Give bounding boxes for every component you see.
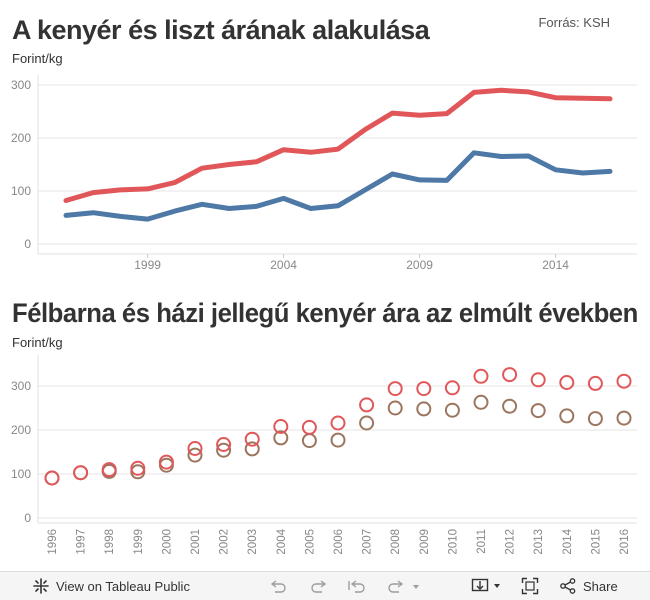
data-point-red — [616, 373, 632, 389]
unit-label-2: Forint/kg — [12, 335, 63, 350]
data-point-brown — [473, 394, 489, 410]
x-tick-label: 2014 — [542, 258, 569, 270]
line-chart: 0 100 200 300 1999 2004 2009 2014 — [11, 75, 637, 270]
data-point-red — [330, 415, 346, 431]
data-point-brown — [359, 415, 375, 431]
data-point-red — [216, 437, 232, 452]
share-button[interactable]: Share — [560, 572, 618, 600]
data-point-brown — [244, 441, 260, 457]
x-tick-label: 2002 — [219, 529, 231, 555]
x-tick-label: 2012 — [505, 529, 517, 555]
source-label: Forrás: KSH — [538, 15, 610, 30]
data-point-brown — [301, 433, 317, 449]
data-point-red — [301, 419, 317, 435]
y-tick-label: 200 — [11, 131, 31, 145]
x-tick-label: 2013 — [533, 529, 545, 555]
data-point-red — [559, 375, 575, 390]
tableau-logo-icon — [33, 578, 49, 594]
y-tick-label: 300 — [11, 78, 31, 92]
revert-button[interactable] — [347, 572, 367, 600]
x-tick-label: 2010 — [447, 529, 459, 555]
data-point-brown — [502, 398, 518, 414]
data-point-red — [473, 368, 489, 384]
data-point-red — [359, 397, 375, 413]
share-label: Share — [583, 578, 618, 594]
x-tick-label: 1999 — [134, 258, 161, 270]
download-button[interactable] — [471, 572, 505, 600]
y-tick-label: 200 — [11, 423, 31, 437]
chart-title-2: Félbarna és házi jellegű kenyér ára az e… — [12, 298, 638, 328]
data-point-red — [387, 381, 403, 397]
x-tick-label: 1999 — [133, 529, 145, 555]
x-tick-label: 2007 — [362, 529, 374, 555]
data-point-brown — [330, 432, 346, 448]
x-tick-label: 2001 — [190, 529, 202, 555]
y-tick-label: 100 — [11, 467, 31, 481]
data-point-brown — [444, 402, 460, 418]
data-point-brown — [530, 403, 546, 419]
view-on-tableau-button[interactable]: View on Tableau Public — [33, 572, 190, 600]
data-point-red — [444, 380, 460, 396]
redo-button[interactable] — [309, 572, 327, 600]
data-point-red — [73, 465, 89, 481]
revert-icon — [348, 580, 365, 593]
data-point-red — [130, 460, 146, 476]
data-point-red — [273, 419, 289, 434]
x-tick-label: 1997 — [76, 529, 88, 555]
data-point-red — [502, 367, 518, 383]
y-tick-label: 0 — [24, 237, 31, 251]
fullscreen-button[interactable] — [521, 572, 539, 600]
y-tick-label: 100 — [11, 184, 31, 198]
undo-button[interactable] — [270, 572, 288, 600]
series-line-blue — [63, 150, 613, 222]
data-point-brown — [616, 410, 632, 426]
view-on-tableau-label: View on Tableau Public — [56, 578, 190, 594]
data-point-brown — [216, 442, 232, 458]
share-icon — [560, 578, 576, 594]
x-tick-label: 2015 — [590, 529, 602, 555]
x-tick-label: 2005 — [304, 529, 316, 555]
data-point-brown — [559, 408, 575, 424]
x-tick-label: 2000 — [161, 529, 173, 555]
x-tick-label: 2008 — [390, 529, 402, 555]
data-point-red — [587, 375, 603, 391]
x-tick-label: 2006 — [333, 529, 345, 555]
data-point-red — [158, 454, 174, 470]
refresh-button[interactable] — [386, 572, 420, 600]
x-tick-label: 2011 — [476, 529, 488, 554]
data-point-brown — [187, 447, 203, 463]
x-tick-label: 2004 — [276, 528, 288, 554]
series-line-red — [63, 87, 613, 203]
tableau-toolbar: View on Tableau Public — [0, 571, 650, 600]
data-point-red — [416, 381, 432, 397]
data-point-red — [187, 441, 203, 456]
download-icon — [471, 578, 500, 592]
x-tick-label: 1998 — [104, 529, 116, 555]
data-point-brown — [273, 430, 289, 446]
data-point-brown — [387, 400, 403, 416]
data-point-brown — [416, 401, 432, 417]
x-tick-label: 2009 — [406, 258, 433, 270]
y-tick-label: 0 — [24, 511, 31, 525]
data-point-red — [530, 372, 546, 388]
data-point-red — [44, 470, 60, 486]
scatter-chart: 0 100 200 300 1996 1997 1998 1999 2000 2001 2002 20… — [11, 355, 637, 555]
x-tick-label: 2016 — [619, 529, 631, 555]
data-point-red — [101, 462, 117, 478]
redo-icon — [311, 580, 327, 593]
x-tick-label: 2004 — [270, 258, 297, 270]
x-tick-label: 2014 — [562, 528, 574, 554]
x-tick-label: 2003 — [247, 529, 259, 555]
x-tick-label: 1996 — [47, 529, 59, 555]
unit-label: Forint/kg — [12, 51, 63, 66]
y-tick-label: 300 — [11, 379, 31, 393]
x-tick-label: 2009 — [419, 529, 431, 555]
chart-title: A kenyér és liszt árának alakulása — [12, 15, 430, 45]
data-point-brown — [587, 411, 603, 427]
fullscreen-icon — [521, 577, 539, 595]
data-point-red — [244, 431, 260, 447]
refresh-icon — [388, 580, 419, 593]
undo-icon — [270, 580, 286, 593]
